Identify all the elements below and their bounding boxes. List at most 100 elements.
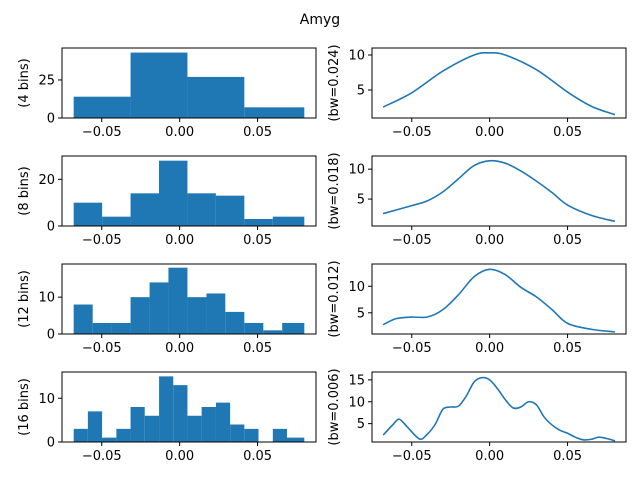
hist-1-bar [187,76,245,118]
hist-4-bar [73,428,88,442]
kde-3-density-line [382,268,616,333]
kde-2-density-line [382,159,616,223]
hist-3-bar [263,330,283,334]
hist-2-bar [130,193,160,226]
hist-3-xtick-label: 0.00 [165,341,194,356]
hist-3-bar [206,293,226,334]
hist-3-bar [225,311,245,334]
kde-3-ytick-label: 5 [357,306,365,321]
kde-4-ytick-label: 15 [348,373,365,388]
hist-2-xtick-label: −0.05 [82,233,122,248]
hist-4-ytick-label: 0 [47,436,55,451]
hist-1-bar [73,96,131,118]
hist-1-ytick-label: 0 [47,112,55,127]
hist-4-bar [144,415,160,442]
kde-4-xtick-label: −0.05 [392,449,432,464]
kde-3-xtick-label: 0.00 [475,341,504,356]
hist-4-bar [187,415,202,442]
hist-4-bar [287,437,305,442]
hist-1-xtick-label: −0.05 [82,125,122,140]
hist-1-xtick-label: 0.05 [243,125,272,140]
hist-3-xtick-label: 0.05 [243,341,272,356]
hist-1-xtick-label: 0.00 [165,125,194,140]
kde-3-ylabel: (bw=0.012) [327,260,342,337]
hist-3-bar [168,267,188,334]
kde-2-frame [371,155,627,227]
hist-4-bar [130,407,145,442]
kde-4-xtick-label: 0.00 [475,449,504,464]
hist-4-ytick-label: 10 [38,392,55,407]
kde-4-ylabel: (bw=0.006) [327,368,342,445]
hist-2-bar [159,160,188,226]
kde-4-ytick-label: 10 [348,395,365,410]
hist-3-bar [282,322,305,334]
hist-3-panel: −0.05 0.00 0.05 0 10 (12 bins) [17,263,317,356]
hist-3-xtick-label: −0.05 [82,341,122,356]
hist-1-bar [244,107,305,118]
kde-2-ytick-label: 5 [357,193,365,208]
hist-2-bar [102,216,131,226]
hist-3-frame [61,263,317,335]
kde-2-ylabel: (bw=0.018) [327,152,342,229]
hist-4-bar [173,385,188,442]
hist-1-panel: −0.05 0.00 0.05 0 25 (4 bins) [17,47,317,140]
kde-4-ytick-label: 5 [357,417,365,432]
kde-1-xtick-label: 0.05 [553,125,582,140]
panels: −0.05 0.00 0.05 0 25 (4 bins) −0.05 0.00 0.05 5 10… [17,44,627,464]
hist-4-xtick-label: −0.05 [82,449,122,464]
hist-4-bar [102,437,117,442]
kde-1-xtick-label: −0.05 [392,125,432,140]
hist-4-bar [230,424,245,442]
hist-2-xtick-label: 0.05 [243,233,272,248]
hist-3-bar [244,322,264,334]
hist-3-ylabel: (12 bins) [17,270,32,328]
hist-2-ytick-label: 20 [38,173,55,188]
hist-4-bar [87,411,103,442]
hist-3-ytick-label: 10 [38,291,55,306]
kde-2-panel: −0.05 0.00 0.05 5 10 (bw=0.018) [327,152,627,248]
hist-1-ylabel: (4 bins) [17,58,32,107]
hist-2-bar [215,195,245,226]
hist-1-frame [61,47,317,119]
hist-3-bar [73,304,93,334]
kde-2-xtick-label: −0.05 [392,233,432,248]
kde-1-ytick-label: 5 [357,84,365,99]
hist-4-bar [201,407,216,442]
hist-3-bar [149,282,169,334]
hist-4-ylabel: (16 bins) [17,378,32,436]
hist-3-bar [130,297,150,334]
kde-3-ytick-label: 10 [348,280,365,295]
hist-2-bar [272,216,305,226]
hist-2-ylabel: (8 bins) [17,166,32,215]
hist-3-ytick-label: 0 [47,328,55,343]
hist-4-bar [116,428,131,442]
hist-4-bar [215,402,231,442]
hist-3-bar [111,322,131,334]
kde-1-ylabel: (bw=0.024) [327,44,342,121]
hist-3-bar [187,297,207,334]
kde-1-panel: −0.05 0.00 0.05 5 10 (bw=0.024) [327,44,627,140]
kde-1-density-line [382,51,616,116]
hist-3-bar [92,322,112,334]
figure-title: Amyg [300,12,340,28]
kde-4-frame [371,371,627,443]
kde-1-xtick-label: 0.00 [475,125,504,140]
kde-3-panel: −0.05 0.00 0.05 5 10 (bw=0.012) [327,260,627,356]
kde-1-ytick-label: 10 [348,49,365,64]
hist-2-frame [61,155,317,227]
hist-4-frame [61,371,317,443]
hist-2-bar [187,193,216,226]
hist-4-panel: −0.05 0.00 0.05 0 10 (16 bins) [17,371,317,464]
kde-2-ytick-label: 10 [348,163,365,178]
kde-4-density-line [382,376,616,442]
kde-1-frame [371,47,627,119]
kde-4-panel: −0.05 0.00 0.05 5 10 15 (bw=0.006) [327,368,627,464]
kde-3-xtick-label: 0.05 [553,341,582,356]
hist-4-bar [244,428,259,442]
hist-2-bar [73,202,103,226]
hist-1-bar [130,52,188,118]
hist-4-xtick-label: 0.05 [243,449,272,464]
hist-2-bar [244,219,273,226]
